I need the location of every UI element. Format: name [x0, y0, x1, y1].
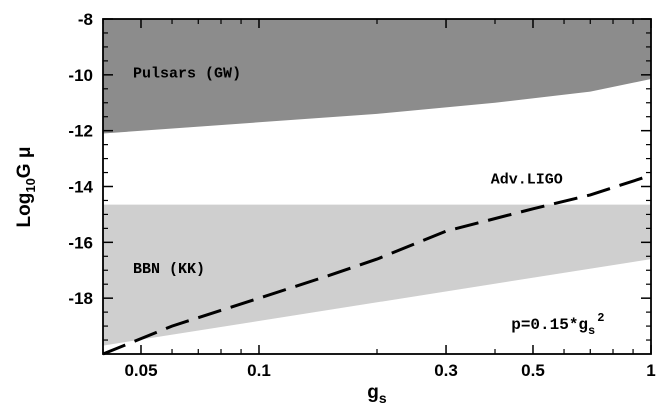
x-tick-label: 1 — [646, 361, 655, 380]
x-tick-label: 0.3 — [434, 361, 458, 380]
y-tick-label: -18 — [68, 289, 93, 308]
annotation-adv-ligo: Adv.LIGO — [491, 172, 563, 189]
x-axis-title: gs — [367, 382, 387, 405]
x-tick-label: 0.1 — [247, 361, 271, 380]
y-tick-label: -14 — [68, 178, 93, 197]
series-line-adv-ligo — [102, 173, 652, 356]
annotation-p-0-15-g: p=0.15*gs2 — [511, 311, 604, 338]
y-tick-label: -8 — [78, 10, 93, 29]
region-label-pulsars-gw: Pulsars (GW) — [133, 66, 241, 83]
region-pulsars-gw — [103, 19, 651, 134]
x-tick-label: 0.05 — [124, 361, 157, 380]
y-tick-label: -12 — [68, 122, 93, 141]
region-bbn-kk — [103, 204, 651, 346]
y-axis-title: Log10G μ — [14, 147, 38, 228]
x-tick-label: 0.5 — [521, 361, 545, 380]
region-label-bbn-kk: BBN (KK) — [133, 261, 205, 278]
y-tick-label: -10 — [68, 66, 93, 85]
y-tick-label: -16 — [68, 233, 93, 252]
